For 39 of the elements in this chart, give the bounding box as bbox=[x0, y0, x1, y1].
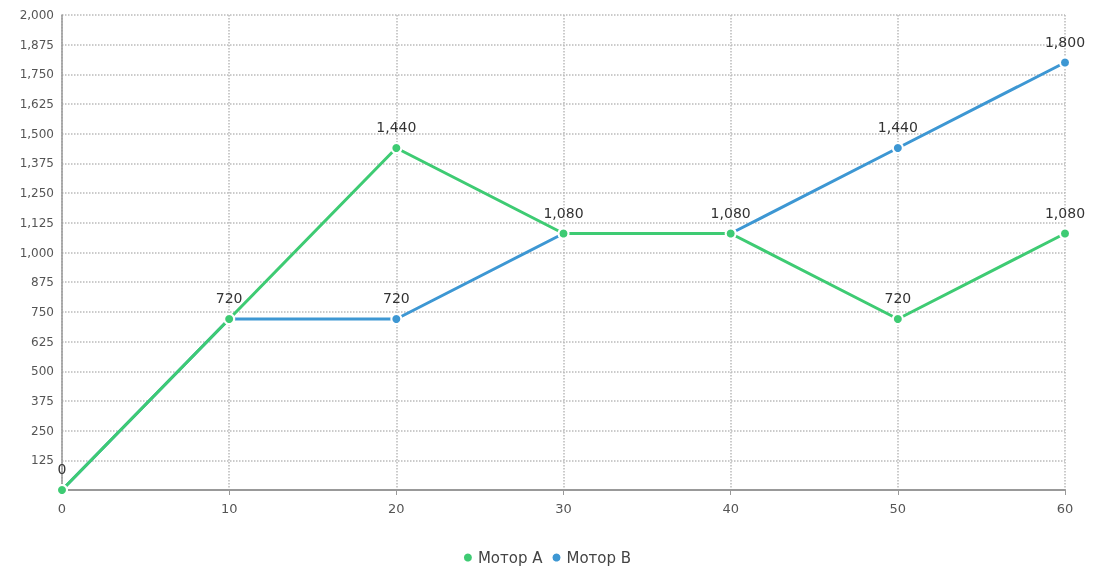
x-tick-label: 30 bbox=[555, 501, 572, 516]
y-tick-label: 1,875 bbox=[19, 37, 54, 52]
data-label: 720 bbox=[884, 290, 912, 306]
y-tick-label: 750 bbox=[31, 304, 54, 319]
y-tick-label: 1,000 bbox=[19, 245, 54, 260]
point bbox=[891, 142, 904, 154]
point bbox=[390, 313, 403, 325]
y-tick-label: 875 bbox=[31, 275, 54, 290]
y-tick-label: 1,375 bbox=[19, 156, 54, 171]
y-tick-label: 1,750 bbox=[19, 67, 54, 82]
data-label: 720 bbox=[215, 290, 243, 306]
data-label: 1,080 bbox=[543, 204, 584, 221]
data-label: 1,440 bbox=[877, 119, 918, 135]
data-label: 720 bbox=[382, 290, 410, 306]
legend-label: Мотор A bbox=[477, 548, 544, 567]
x-tick-label: 10 bbox=[220, 501, 238, 516]
x-tick-label: 50 bbox=[889, 501, 907, 516]
legend-label: Мотор B bbox=[566, 548, 632, 567]
y-tick-label: 1,250 bbox=[19, 186, 54, 201]
x-tick-label: 20 bbox=[388, 501, 405, 516]
x-tick-label: 60 bbox=[1056, 501, 1074, 516]
y-tick-label: 1,500 bbox=[19, 126, 54, 141]
point bbox=[891, 313, 904, 325]
y-tick-label: 250 bbox=[31, 423, 54, 438]
y-tick-label: 500 bbox=[31, 364, 54, 379]
data-label: 1,080 bbox=[1044, 204, 1086, 221]
data-label: 1,440 bbox=[376, 119, 417, 135]
x-tick-label: 40 bbox=[722, 501, 739, 516]
y-tick-label: 2,000 bbox=[19, 8, 54, 22]
y-tick-label: 1,625 bbox=[19, 97, 54, 112]
y-tick-label: 125 bbox=[31, 453, 54, 468]
data-label: 0 bbox=[57, 461, 67, 477]
point bbox=[390, 142, 403, 154]
y-tick-label: 625 bbox=[31, 334, 54, 349]
data-label: 1,800 bbox=[1044, 33, 1086, 50]
y-tick-label: 1,125 bbox=[19, 215, 54, 230]
data-label: 1,080 bbox=[710, 204, 751, 221]
x-tick-label: 0 bbox=[57, 501, 67, 516]
y-tick-label: 375 bbox=[31, 393, 54, 408]
